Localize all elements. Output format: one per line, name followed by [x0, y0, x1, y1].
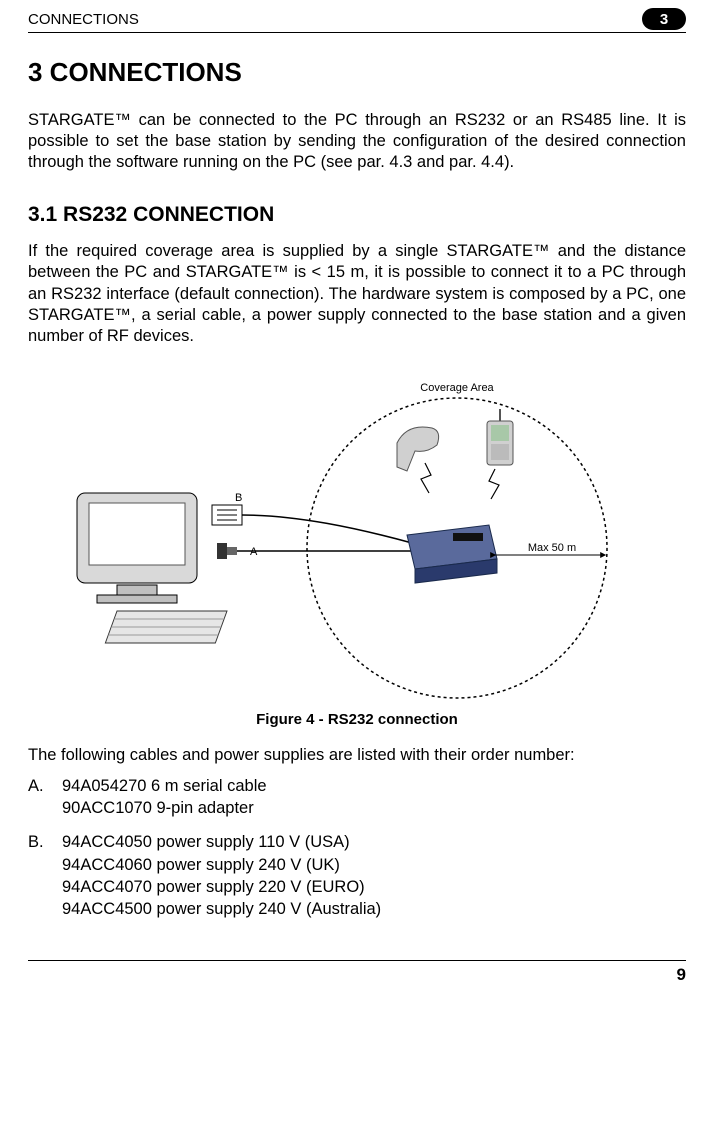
- figure-svg: Coverage Area B: [57, 373, 657, 703]
- chapter-title: 3 CONNECTIONS: [28, 57, 686, 88]
- svg-text:A: A: [250, 546, 258, 558]
- list-marker: A.: [28, 775, 62, 820]
- chapter-badge: 3: [642, 8, 686, 30]
- figure-caption: Figure 4 - RS232 connection: [28, 711, 686, 728]
- footer-rule: [28, 960, 686, 961]
- section-body: If the required coverage area is supplie…: [28, 241, 686, 347]
- running-title: CONNECTIONS: [28, 11, 642, 28]
- list-line: 94ACC4500 power supply 240 V (Australia): [62, 898, 686, 920]
- svg-text:Coverage Area: Coverage Area: [420, 382, 494, 394]
- list-body: 94ACC4050 power supply 110 V (USA) 94ACC…: [62, 831, 686, 920]
- list-line: 94A054270 6 m serial cable: [62, 775, 686, 797]
- page-number: 9: [28, 965, 686, 985]
- cables-lead: The following cables and power supplies …: [28, 746, 686, 765]
- list-body: 94A054270 6 m serial cable 90ACC1070 9-p…: [62, 775, 686, 820]
- list-marker: B.: [28, 831, 62, 920]
- svg-text:Max 50 m: Max 50 m: [528, 542, 576, 554]
- list-line: 94ACC4060 power supply 240 V (UK): [62, 854, 686, 876]
- cables-item-a: A. 94A054270 6 m serial cable 90ACC1070 …: [28, 775, 686, 820]
- list-line: 90ACC1070 9-pin adapter: [62, 797, 686, 819]
- cables-item-b: B. 94ACC4050 power supply 110 V (USA) 94…: [28, 831, 686, 920]
- running-header: CONNECTIONS 3: [28, 8, 686, 30]
- figure-rs232: Coverage Area B: [28, 373, 686, 703]
- section-heading: 3.1 RS232 CONNECTION: [28, 203, 686, 227]
- list-line: 94ACC4050 power supply 110 V (USA): [62, 831, 686, 853]
- header-rule: [28, 32, 686, 33]
- list-line: 94ACC4070 power supply 220 V (EURO): [62, 876, 686, 898]
- intro-paragraph: STARGATE™ can be connected to the PC thr…: [28, 110, 686, 173]
- svg-text:B: B: [235, 492, 242, 504]
